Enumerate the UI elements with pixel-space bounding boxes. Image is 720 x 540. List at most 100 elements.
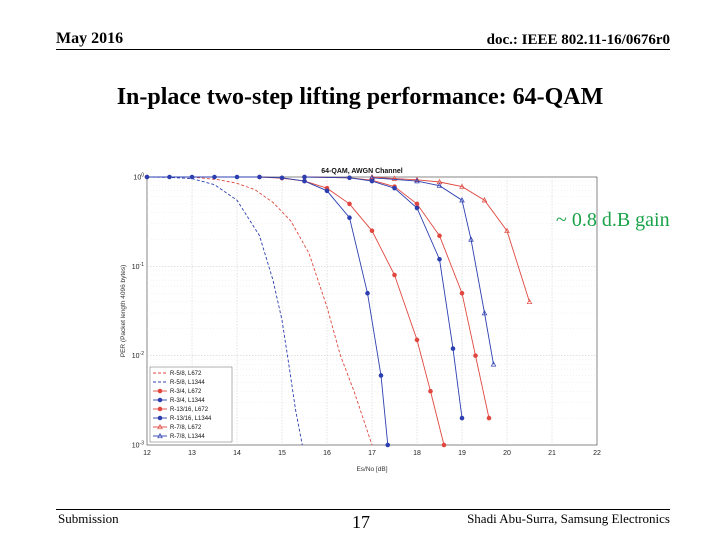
data-point [436, 182, 443, 188]
legend-entry: R-13/16, L672 [153, 406, 209, 413]
legend-label: R-5/8, L672 [170, 371, 202, 377]
header-doc-id: doc.: IEEE 802.11-16/0676r0 [486, 32, 670, 48]
data-point [437, 233, 442, 239]
x-axis-label: Es/No [dB] [356, 466, 387, 473]
data-point [441, 442, 447, 448]
chart-ticks: 12 13 14 15 16 17 18 19 20 21 22 10-3 10-2 10-1 100 [132, 173, 601, 458]
data-point [490, 361, 497, 367]
series-line [146, 176, 303, 446]
legend-marker [157, 423, 163, 430]
data-point [468, 236, 474, 242]
data-point [459, 415, 465, 421]
x-tick-label: 13 [188, 450, 196, 457]
data-point [504, 227, 510, 233]
series-5 [302, 174, 465, 421]
data-point [481, 197, 488, 203]
legend-label: R-13/16, L1344 [170, 416, 212, 422]
legend-entry: R-3/4, L1344 [153, 397, 205, 404]
footer-author: Shadi Abu-Surra, Samsung Electronics [467, 511, 670, 526]
data-point [189, 174, 195, 180]
series-1 [146, 176, 303, 446]
series-line [304, 176, 463, 419]
x-tick-label: 14 [233, 450, 241, 457]
data-point [459, 197, 465, 203]
slide-title: In-place two-step lifting performance: 6… [116, 84, 604, 110]
data-point [481, 309, 488, 316]
x-tick-label: 21 [548, 450, 556, 457]
data-point [428, 388, 433, 394]
page-number: 17 [352, 512, 370, 532]
legend-marker [157, 415, 163, 421]
data-point [369, 173, 375, 180]
data-point [391, 175, 398, 181]
data-point [324, 188, 330, 194]
x-tick-label: 15 [278, 450, 286, 457]
x-tick-label: 16 [323, 450, 331, 457]
data-point [450, 346, 456, 351]
x-tick-label: 19 [458, 450, 466, 457]
legend-marker [157, 432, 163, 439]
data-point [526, 298, 533, 305]
data-point [257, 174, 262, 180]
x-tick-label: 22 [593, 450, 601, 457]
data-point [279, 175, 285, 181]
y-axis-label: PER (Packet length 4096 bytes) [120, 265, 127, 358]
data-point [414, 176, 420, 182]
data-point [385, 442, 391, 448]
y-tick-label: 10-2 [132, 351, 144, 360]
y-tick-label: 100 [133, 173, 144, 182]
legend-label: R-13/16, L672 [170, 407, 209, 413]
x-tick-label: 17 [368, 450, 376, 457]
header-divider [56, 49, 670, 50]
series-line [371, 176, 530, 303]
data-point [392, 272, 397, 278]
legend-entry: R-5/8, L672 [153, 371, 202, 377]
legend-entry: R-7/8, L1344 [153, 432, 205, 440]
data-point [302, 178, 307, 184]
footer-divider [56, 509, 670, 510]
legend-marker [157, 388, 163, 394]
y-tick-label: 10-3 [132, 441, 144, 450]
series-line [147, 176, 373, 446]
data-point [392, 185, 397, 191]
x-tick-label: 12 [143, 450, 151, 457]
legend-label: R-7/8, L1344 [170, 434, 205, 440]
data-point [414, 177, 420, 184]
chart-title: 64-QAM, AWGN Channel [321, 168, 402, 175]
data-point [347, 215, 352, 221]
data-point [369, 174, 375, 180]
series-line [371, 177, 494, 365]
x-tick-label: 20 [503, 450, 511, 457]
data-point [212, 174, 217, 180]
data-point [378, 373, 384, 378]
data-point [414, 201, 420, 207]
data-point [473, 353, 478, 358]
data-point [414, 205, 420, 211]
legend-entry: R-5/8, L1344 [153, 380, 205, 386]
data-point [347, 201, 352, 207]
legend-entry: R-13/16, L1344 [153, 415, 212, 422]
data-point [459, 290, 465, 296]
data-point [347, 175, 352, 181]
data-point [234, 174, 240, 180]
data-point [302, 174, 307, 180]
legend-label: R-3/4, L672 [170, 389, 202, 395]
data-point [486, 415, 492, 421]
chart-legend: R-5/8, L672 R-5/8, L1344 R-3/4, L672 R-3/4,… [149, 366, 233, 443]
chart-series [144, 173, 533, 448]
data-point [167, 174, 172, 180]
legend-marker [157, 406, 163, 412]
legend-entry: R-3/4, L672 [153, 388, 202, 395]
header-date: May 2016 [56, 30, 124, 47]
series-3 [144, 174, 391, 448]
x-tick-label: 18 [413, 450, 421, 457]
data-point [414, 337, 420, 343]
gain-note: ~ 0.8 d.B gain [556, 209, 670, 231]
data-point [144, 174, 150, 180]
footer-submission: Submission [58, 511, 119, 526]
series-0 [147, 176, 373, 446]
legend-label: R-5/8, L1344 [170, 380, 205, 386]
legend-label: R-3/4, L1344 [170, 398, 205, 404]
legend-marker [157, 397, 163, 403]
